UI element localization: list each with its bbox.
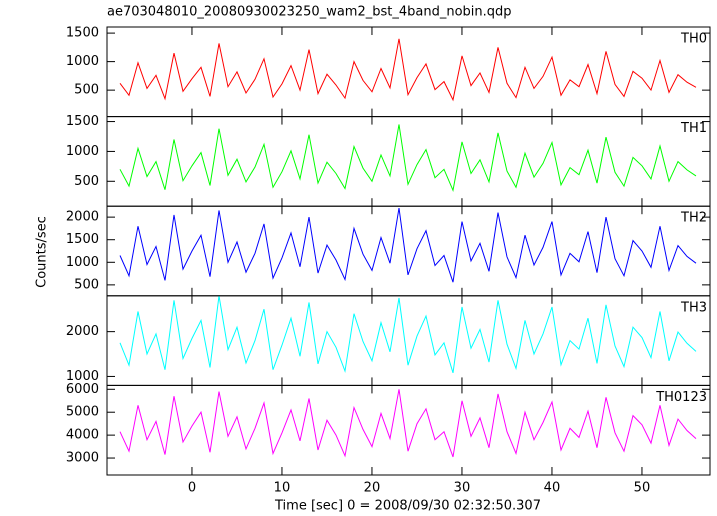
panel-frame [106,116,711,207]
y-tick-label: 500 [74,174,99,189]
y-tick-label: 5000 [66,405,99,420]
y-tick-label: 1000 [66,369,99,384]
panel-frame [106,295,711,386]
light-curve [119,38,697,102]
y-tick-label: 1000 [66,144,99,159]
y-tick-label: 1000 [66,54,99,69]
panel-frame [106,205,711,297]
light-curve [119,295,697,374]
y-tick-label: 2000 [66,324,99,339]
x-tick-label: 50 [634,481,651,496]
x-axis-label: Time [sec] 0 = 2008/09/30 02:32:50.307 [274,499,541,514]
x-tick-label: 0 [188,481,196,496]
y-tick-label: 500 [74,277,99,292]
y-tick-label: 1500 [66,232,99,247]
x-tick-label: 40 [544,481,561,496]
y-tick-label: 4000 [66,428,99,443]
panel-label: TH3 [680,300,707,315]
panel-label: TH2 [680,211,707,226]
panel-label: TH0123 [655,390,707,405]
light-curve [119,124,697,193]
panel-frame [106,384,711,476]
chart-title: ae703048010_20080930023250_wam2_bst_4ban… [107,5,512,20]
y-tick-label: 1000 [66,255,99,270]
x-tick-label: 30 [454,481,471,496]
x-tick-label: 20 [364,481,381,496]
panel-label: TH0 [680,32,707,47]
y-tick-label: 1500 [66,26,99,41]
y-tick-label: 500 [74,83,99,98]
y-tick-label: 3000 [66,451,99,466]
y-tick-label: 6000 [66,382,99,397]
light-curve [119,389,697,458]
y-tick-label: 2000 [66,210,99,225]
y-axis-label: Counts/sec [35,216,50,288]
y-tick-label: 1500 [66,114,99,129]
panel-label: TH1 [680,121,707,136]
light-curve [119,208,697,283]
x-tick-label: 10 [274,481,291,496]
